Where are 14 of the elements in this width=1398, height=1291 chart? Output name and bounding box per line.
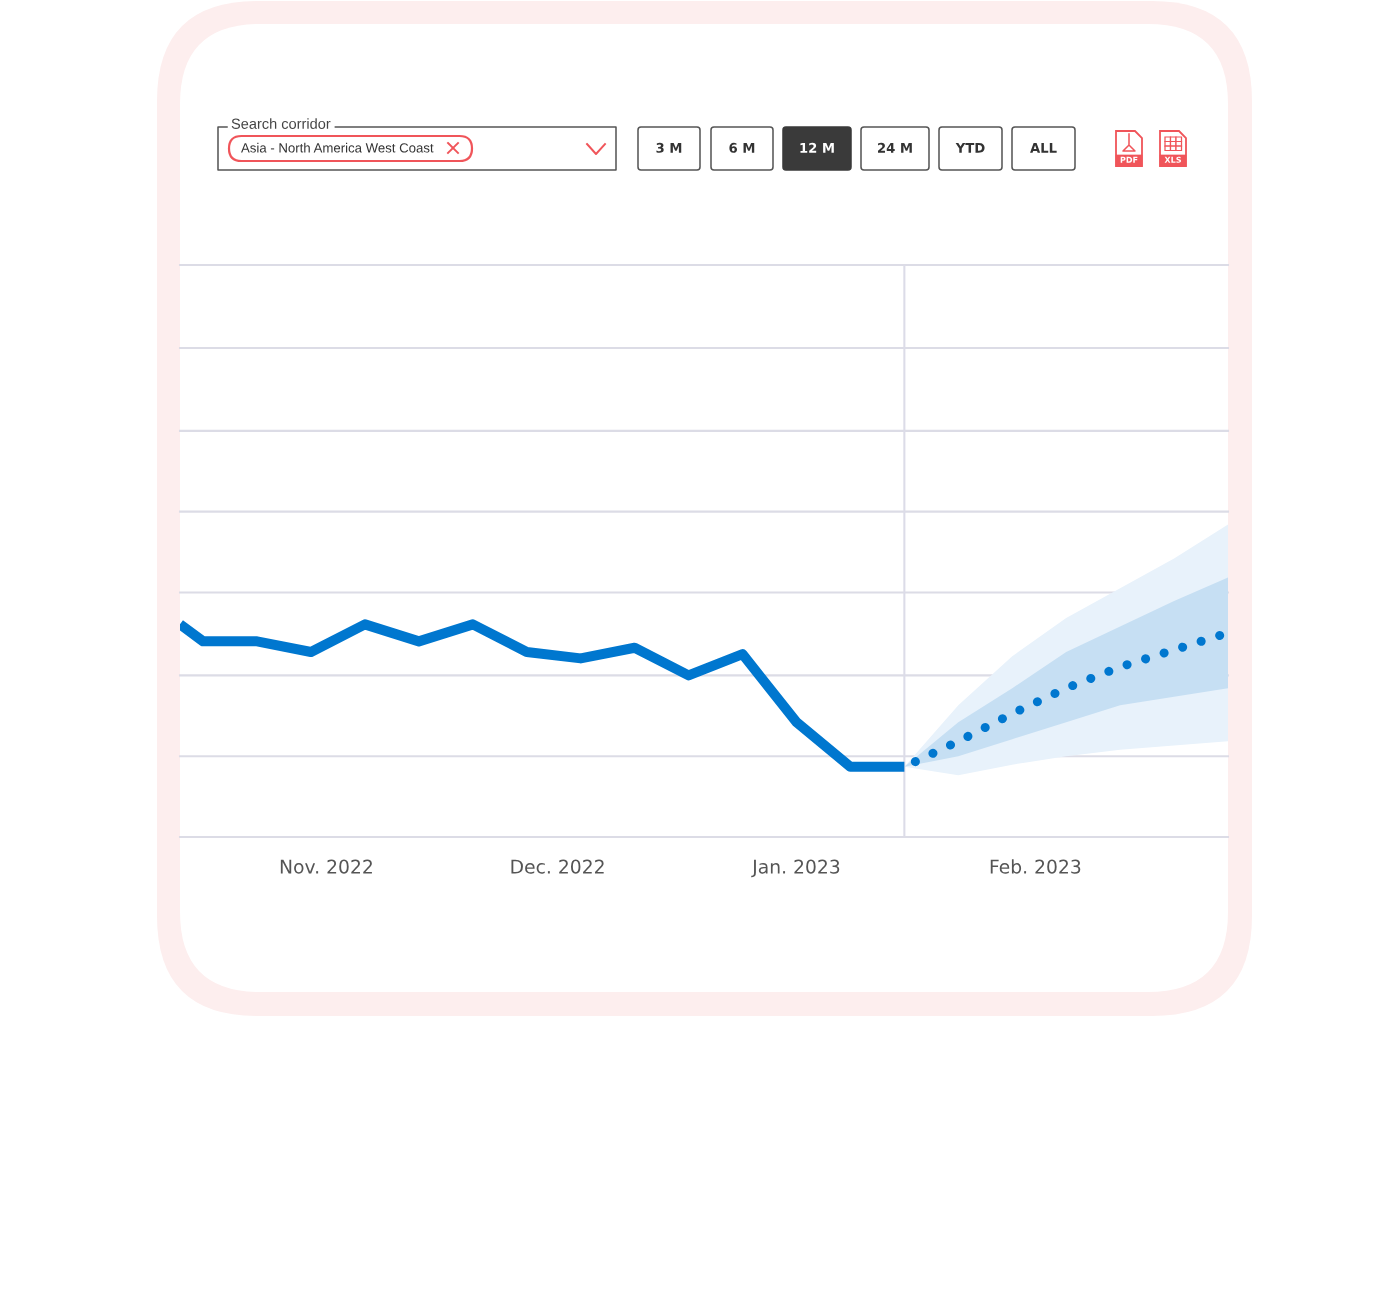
text: Search corridor	[231, 118, 331, 129]
text: ALL	[1030, 143, 1057, 153]
text: PDF	[1120, 156, 1138, 163]
x-tick-label: Dec. 2022	[511, 859, 604, 874]
text: YTD	[955, 143, 985, 153]
text: 6 M	[729, 142, 755, 153]
text: 24 M	[878, 142, 912, 153]
text: 12 M	[800, 142, 834, 153]
x-tick-label: Nov. 2022	[280, 859, 372, 874]
text: 3 M	[656, 142, 682, 153]
x-tick-label: Feb. 2023	[990, 859, 1081, 874]
text: XLS	[1164, 156, 1181, 163]
text: Asia - North America West Coast	[241, 142, 434, 153]
x-tick-label: Jan. 2023	[751, 859, 840, 878]
